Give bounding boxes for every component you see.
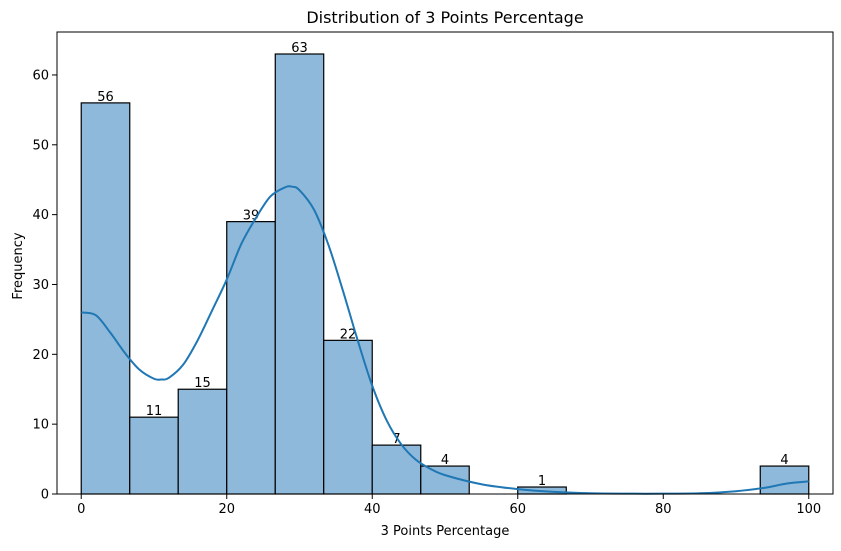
histogram-bar: [323, 339, 373, 495]
plot-frame: [56, 31, 834, 495]
histogram-bar: [226, 221, 276, 495]
x-tick-label: 80: [655, 502, 672, 517]
x-tick-label: 20: [218, 502, 235, 517]
bar-value-label: 22: [340, 327, 357, 342]
y-tick-label: 20: [32, 348, 49, 363]
bar-value-label: 1: [538, 474, 546, 489]
bar-value-label: 56: [97, 90, 114, 105]
x-tick-label: 40: [364, 502, 381, 517]
y-axis-label: Frequency: [11, 232, 26, 299]
bar-value-label: 63: [291, 41, 308, 56]
y-tick-label: 50: [32, 138, 49, 153]
bar-value-label: 4: [780, 453, 788, 468]
bar-value-label: 4: [441, 453, 449, 468]
bar-value-label: 11: [146, 404, 163, 419]
histogram-bar: [129, 416, 179, 495]
y-tick-label: 0: [41, 488, 49, 503]
histogram-bar: [80, 102, 131, 495]
chart-title: Distribution of 3 Points Percentage: [306, 8, 583, 27]
bars-layer: [80, 53, 810, 495]
bar-value-label: 7: [392, 432, 400, 447]
y-tick-label: 10: [32, 418, 49, 433]
y-tick-label: 30: [32, 278, 49, 293]
y-tick-label: 40: [32, 208, 49, 223]
histogram-bar: [177, 388, 228, 495]
y-tick-label: 60: [32, 68, 49, 83]
histogram-bar: [759, 465, 810, 495]
y-axis-ticks: 0 10 20 30 40 50 60: [32, 68, 57, 503]
histogram-bar: [371, 444, 422, 495]
x-axis-label: 3 Points Percentage: [381, 524, 510, 539]
histogram-bar: [274, 53, 325, 495]
bar-value-label: 15: [194, 376, 211, 391]
x-tick-label: 100: [796, 502, 821, 517]
x-axis-ticks: 0 20 40 60 80 100: [77, 494, 821, 517]
x-tick-label: 60: [509, 502, 526, 517]
x-tick-label: 0: [77, 502, 85, 517]
